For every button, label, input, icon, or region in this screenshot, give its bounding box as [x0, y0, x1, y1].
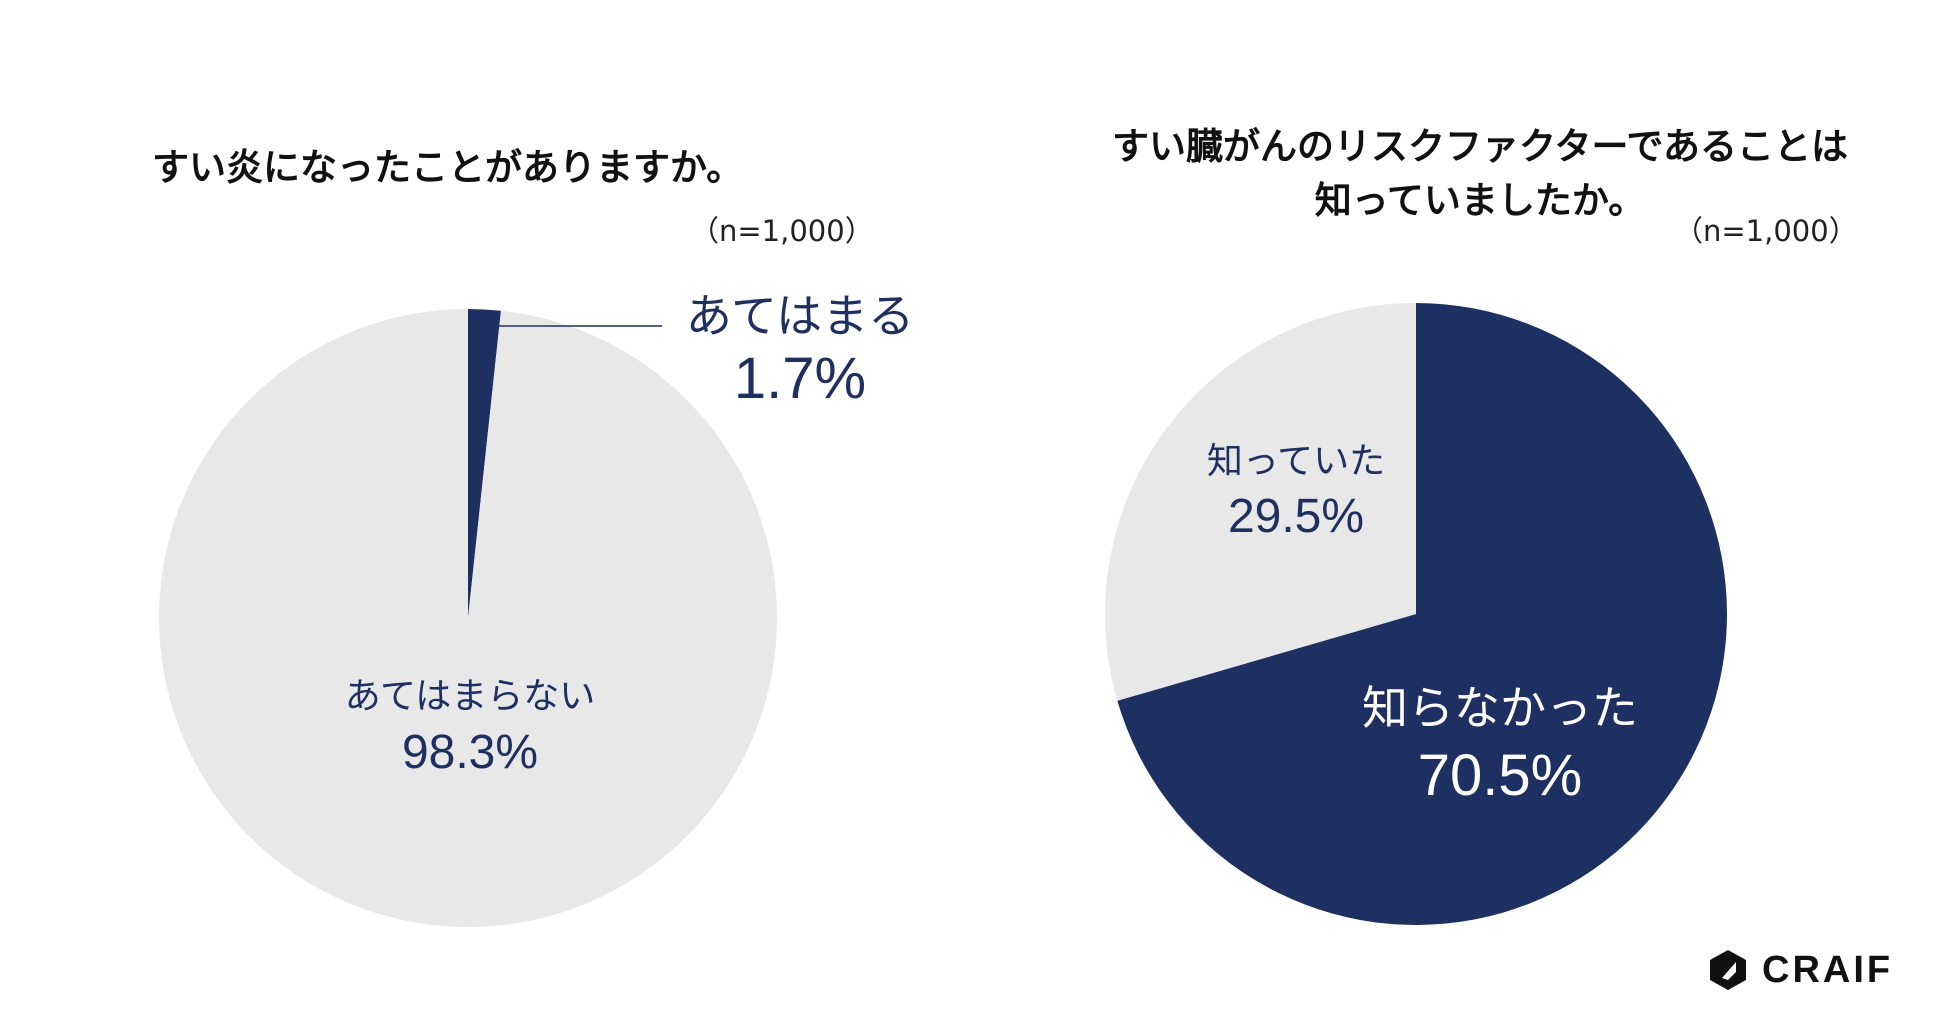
pie-chart-1: [159, 309, 778, 928]
slice-label-shitteita: 知っていた 29.5%: [1166, 437, 1426, 549]
slice-category-atehamaru: あてはまる: [685, 290, 915, 342]
slice-value-shiranakatta: 70.5%: [1417, 743, 1583, 808]
craif-logo-text: CRAIF: [1762, 948, 1894, 991]
slice-value-shitteita: 29.5%: [1227, 490, 1365, 543]
craif-logo-mark-icon: [1710, 950, 1746, 990]
slice-label-atehamaru: あてはまる 1.7%: [670, 288, 930, 414]
chart2-title-line2: 知っていましたか。: [1314, 179, 1646, 222]
slice-category-shitteita: 知っていた: [1206, 440, 1386, 481]
slice-value-atehamaranai: 98.3%: [401, 726, 539, 779]
slice-value-atehamaru: 1.7%: [733, 346, 867, 411]
pie2-slice-0: [1117, 303, 1728, 926]
chart2-sample-size: （n=1,000）: [1674, 214, 1858, 248]
slice-category-atehamaranai: あてはまらない: [344, 675, 596, 716]
slice-label-atehamaranai: あてはまらない 98.3%: [310, 672, 630, 786]
slice-label-shiranakatta: 知らなかった 70.5%: [1340, 678, 1660, 814]
chart2-title-line1: すい臓がんのリスクファクターであることは: [1112, 125, 1848, 168]
chart1-title: すい炎になったことがありますか。: [152, 146, 744, 189]
pie1-slice-1: [159, 309, 778, 928]
craif-logo: CRAIF: [1708, 948, 1893, 992]
chart1-sample-size: （n=1,000）: [690, 214, 874, 248]
pie-chart-2: [1105, 303, 1728, 926]
pie2-slice-1: [1105, 303, 1416, 701]
pie1-slice-0: [468, 309, 501, 618]
slice-category-shiranakatta: 知らなかった: [1362, 682, 1638, 734]
